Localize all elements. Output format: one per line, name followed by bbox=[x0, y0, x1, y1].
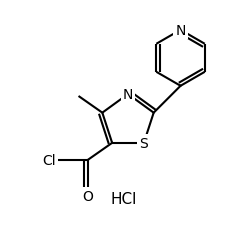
Text: N: N bbox=[123, 88, 133, 101]
Text: O: O bbox=[82, 189, 93, 203]
Text: N: N bbox=[175, 24, 186, 38]
Text: HCl: HCl bbox=[111, 192, 137, 207]
Text: Cl: Cl bbox=[43, 153, 56, 167]
Text: S: S bbox=[139, 136, 148, 150]
